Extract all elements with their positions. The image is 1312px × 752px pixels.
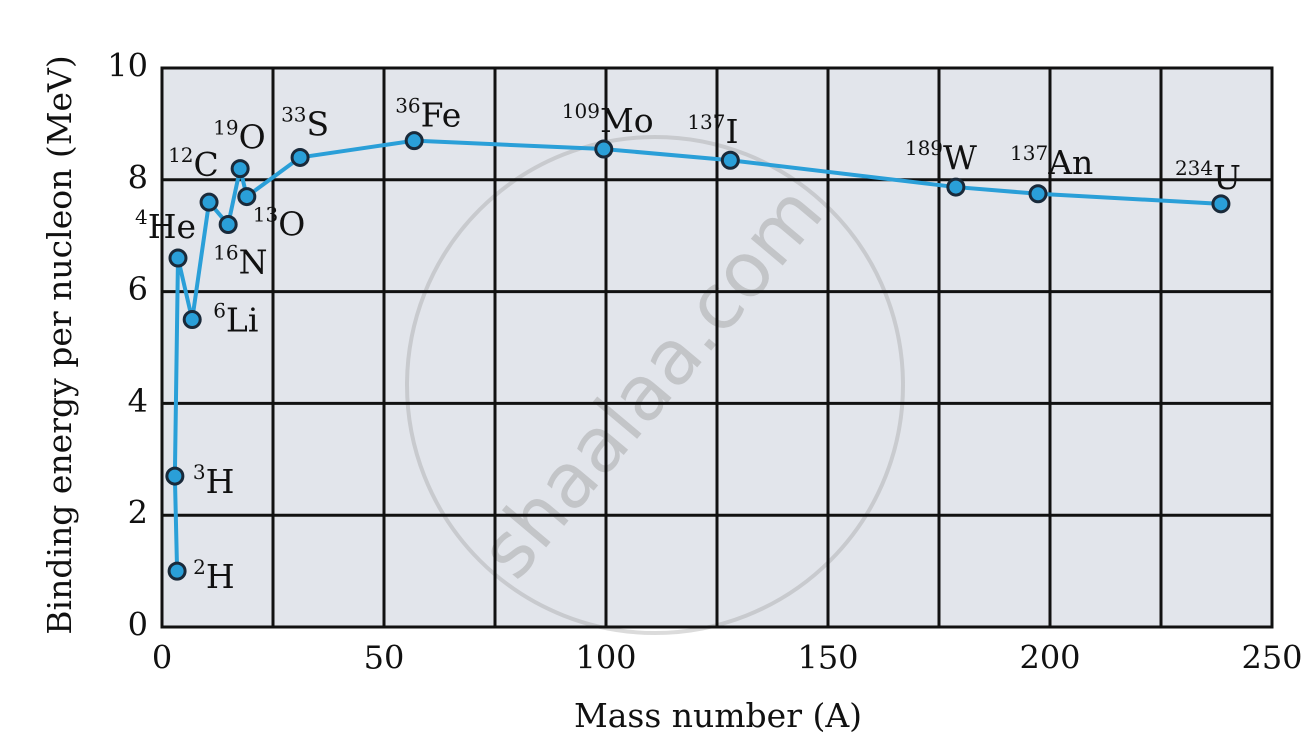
point-label: 16N (213, 240, 267, 282)
data-point (594, 139, 614, 159)
label-superscript: 4 (135, 205, 148, 229)
data-point (165, 466, 185, 486)
label-superscript: 137 (687, 110, 725, 134)
label-superscript: 6 (213, 298, 226, 322)
point-label: 3H (193, 460, 235, 502)
data-point (1211, 194, 1231, 214)
label-superscript: 36 (395, 93, 420, 117)
x-tick-label: 0 (152, 639, 172, 677)
point-label: 2H (193, 555, 235, 597)
point-label: 33S (281, 102, 329, 144)
x-tick-label: 50 (364, 639, 405, 677)
x-axis-title: Mass number (A) (574, 696, 862, 735)
label-symbol: He (148, 207, 196, 246)
label-symbol: H (206, 557, 235, 596)
y-tick-label: 10 (107, 47, 148, 85)
data-point (1028, 184, 1048, 204)
label-superscript: 33 (281, 102, 306, 126)
point-label: 19O (213, 115, 266, 157)
data-point (182, 310, 202, 330)
label-symbol: S (307, 104, 330, 143)
data-point (168, 248, 188, 268)
point-label: 6Li (213, 298, 258, 340)
label-superscript: 16 (213, 240, 238, 264)
data-point (230, 159, 250, 179)
data-point (946, 177, 966, 197)
label-symbol: Mo (600, 101, 654, 140)
x-tick-label: 150 (797, 639, 858, 677)
y-tick-label: 4 (128, 382, 148, 420)
point-label: 12C (168, 143, 219, 185)
point-label: 36Fe (395, 93, 461, 135)
data-point (404, 131, 424, 151)
data-point (290, 147, 310, 167)
label-superscript: 3 (193, 460, 206, 484)
point-label: 234U (1175, 155, 1241, 197)
x-tick-label: 250 (1241, 639, 1302, 677)
label-superscript: 13 (253, 202, 278, 226)
y-axis-title: Binding energy per nucleon (MeV) (40, 55, 79, 634)
label-superscript: 2 (193, 555, 206, 579)
data-point (199, 192, 219, 212)
x-tick-label: 100 (575, 639, 636, 677)
label-superscript: 189 (905, 136, 943, 160)
label-symbol: I (726, 112, 739, 151)
label-symbol: Li (226, 301, 258, 340)
plot-border (160, 66, 1274, 629)
label-superscript: 109 (562, 99, 600, 123)
point-label: 13O (253, 202, 306, 244)
y-tick-label: 6 (128, 270, 148, 308)
y-tick-label: 2 (128, 494, 148, 532)
point-label: 109Mo (562, 99, 654, 140)
data-point (237, 187, 257, 207)
point-label: 4He (135, 205, 196, 247)
data-point (218, 215, 238, 235)
label-symbol: N (239, 243, 268, 282)
watermark-circle (405, 135, 905, 635)
y-tick-label: 0 (128, 606, 148, 644)
point-label: 137An (1010, 140, 1093, 182)
point-label: 137I (687, 110, 738, 152)
label-symbol: H (206, 462, 235, 501)
label-superscript: 19 (213, 115, 238, 139)
label-superscript: 137 (1010, 140, 1048, 164)
label-symbol: Fe (421, 96, 462, 135)
data-point (720, 150, 740, 170)
y-tick-label: 8 (128, 158, 148, 196)
data-point (167, 561, 187, 581)
label-superscript: 12 (168, 143, 193, 167)
x-tick-label: 200 (1019, 639, 1080, 677)
point-label: 189W (905, 136, 977, 178)
label-symbol: C (194, 145, 219, 184)
label-symbol: O (278, 205, 305, 244)
label-symbol: U (1213, 158, 1241, 197)
label-symbol: O (239, 118, 266, 157)
label-superscript: 234 (1175, 155, 1213, 179)
label-symbol: W (943, 138, 977, 177)
label-symbol: An (1047, 143, 1093, 182)
